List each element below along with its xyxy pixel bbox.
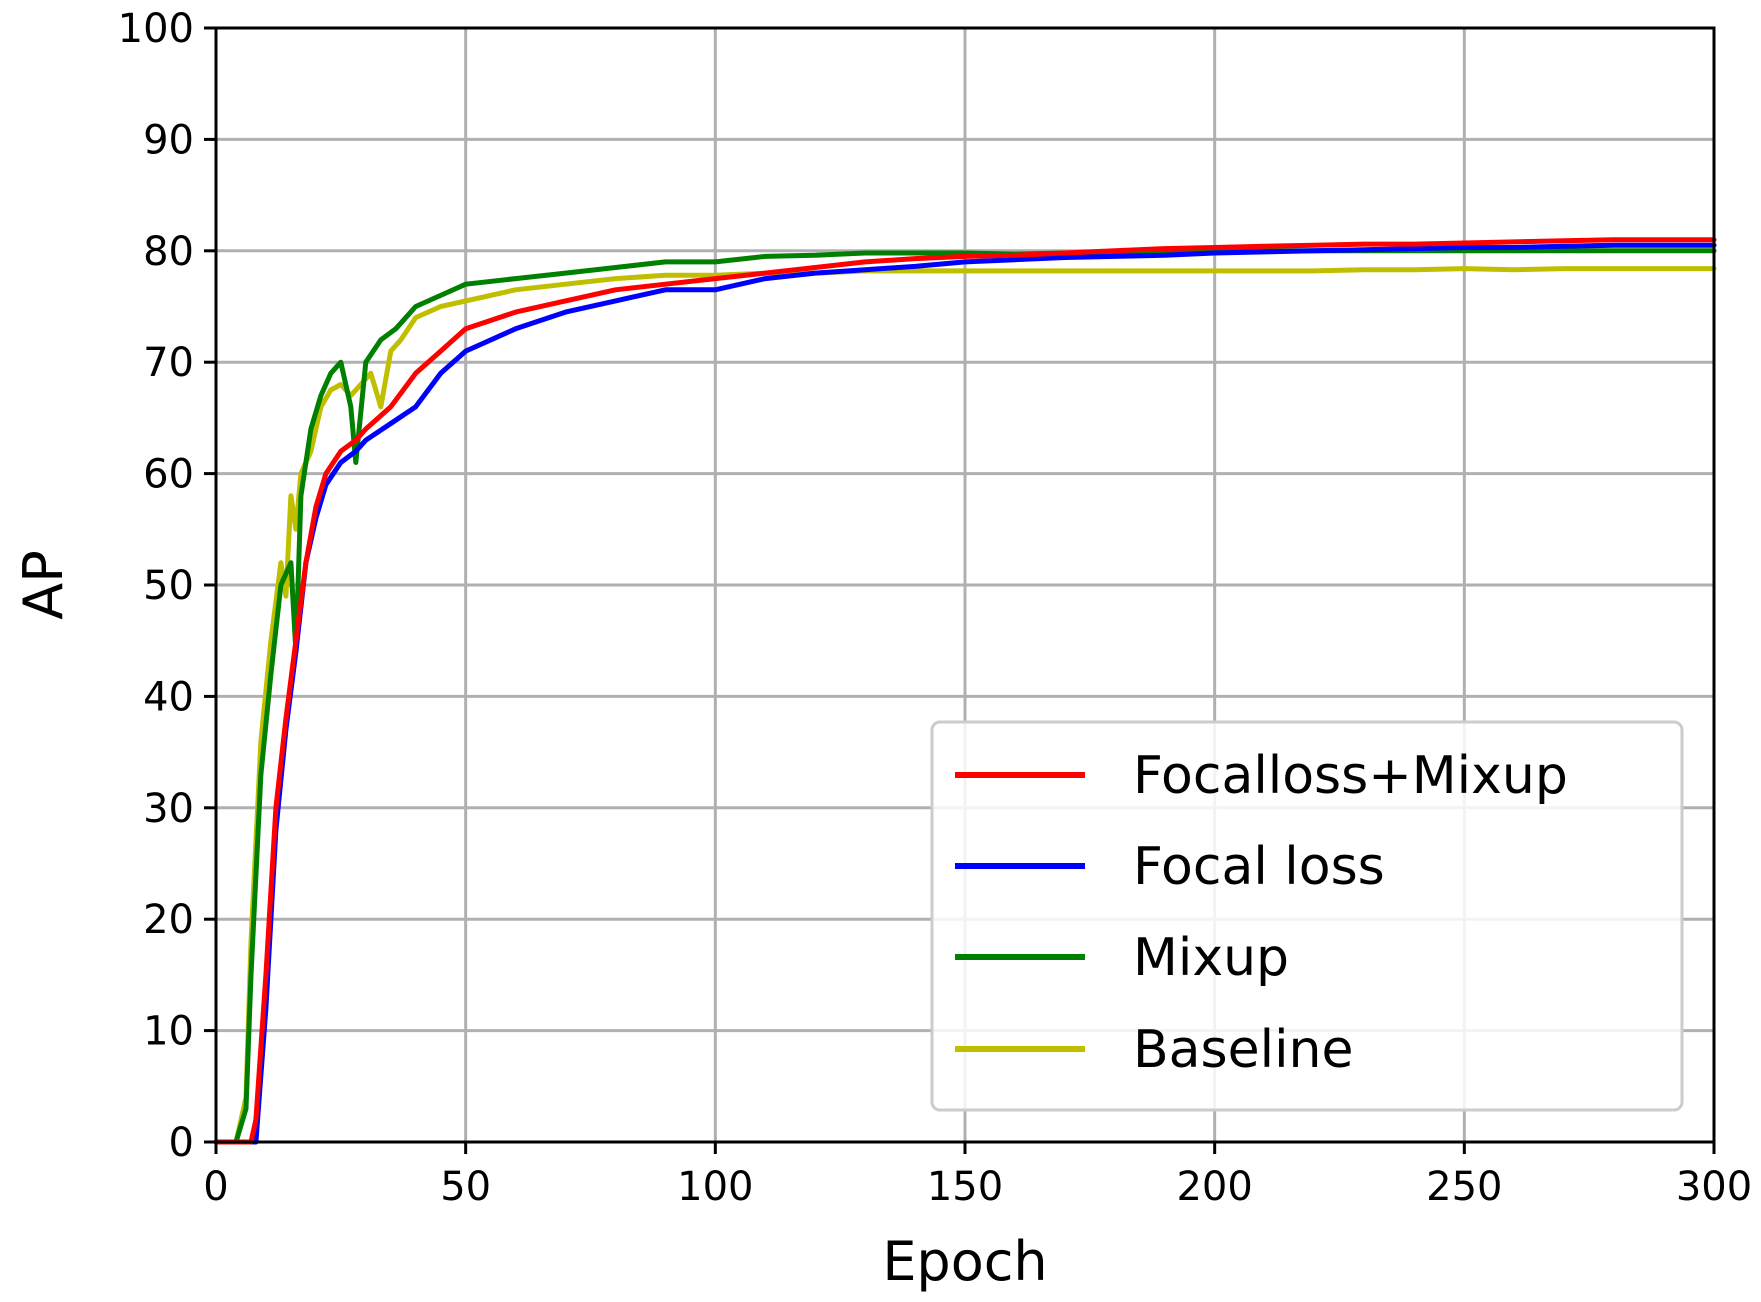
legend-label-mixup: Mixup xyxy=(1133,928,1289,988)
y-tick-label: 10 xyxy=(143,1009,194,1055)
y-tick-label: 0 xyxy=(169,1120,194,1166)
y-tick-label: 20 xyxy=(143,897,194,943)
x-tick-label: 300 xyxy=(1676,1164,1752,1210)
series-line-baseline xyxy=(213,266,1717,1145)
y-tick-label: 60 xyxy=(143,452,194,498)
y-tick-label: 30 xyxy=(143,786,194,832)
y-tick-label: 90 xyxy=(143,117,194,163)
series-line-focalloss-mixup xyxy=(213,237,1717,1145)
y-axis-label: AP xyxy=(12,550,75,620)
legend-label-baseline: Baseline xyxy=(1133,1020,1353,1080)
legend-label-focalloss-mixup: Focalloss+Mixup xyxy=(1133,746,1568,806)
x-tick-label: 50 xyxy=(440,1164,491,1210)
x-axis-label: Epoch xyxy=(882,1230,1047,1293)
y-tick-label: 50 xyxy=(143,563,194,609)
x-tick-label: 100 xyxy=(677,1164,753,1210)
x-tick-label: 0 xyxy=(203,1164,228,1210)
y-tick-label: 40 xyxy=(143,674,194,720)
x-tick-label: 200 xyxy=(1176,1164,1252,1210)
x-tick-label: 150 xyxy=(927,1164,1003,1210)
y-tick-label: 80 xyxy=(143,229,194,275)
ticks: 0 50 100 150 200 250 300 0 10 20 30 40 50 60 70 80 90 100 xyxy=(118,6,1753,1210)
legend: Focalloss+Mixup Focal loss Mixup Baselin… xyxy=(930,720,1684,1112)
y-tick-label: 100 xyxy=(118,6,194,52)
x-tick-label: 250 xyxy=(1426,1164,1502,1210)
series-group xyxy=(213,237,1717,1145)
legend-label-focal-loss: Focal loss xyxy=(1133,837,1385,897)
legend-box xyxy=(930,720,1684,1112)
y-tick-label: 70 xyxy=(143,340,194,386)
